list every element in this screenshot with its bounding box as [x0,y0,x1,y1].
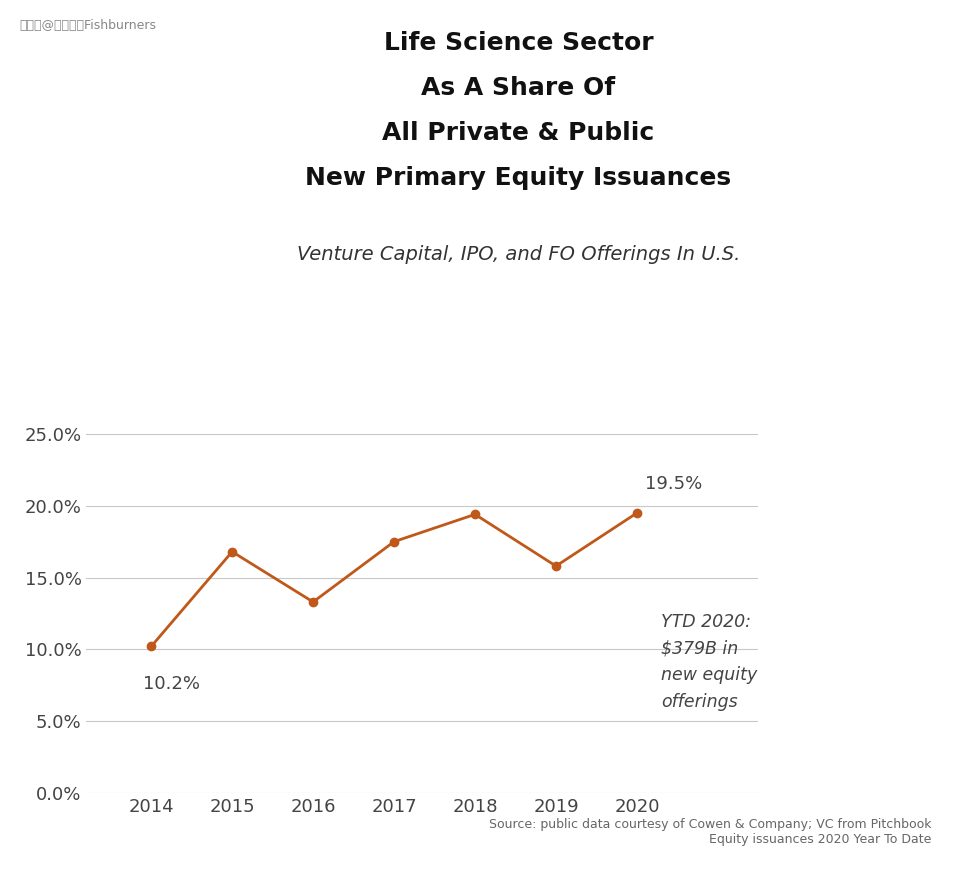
Text: Venture Capital, IPO, and FO Offerings In U.S.: Venture Capital, IPO, and FO Offerings I… [297,245,740,264]
Text: 搜狐号@飞仕伯乐Fishburners: 搜狐号@飞仕伯乐Fishburners [19,19,156,33]
Text: New Primary Equity Issuances: New Primary Equity Issuances [305,166,732,189]
Text: Source: public data courtesy of Cowen & Company; VC from Pitchbook
Equity issuan: Source: public data courtesy of Cowen & … [489,818,931,846]
Text: As A Share Of: As A Share Of [421,76,615,100]
Text: Life Science Sector: Life Science Sector [384,31,653,55]
Text: 19.5%: 19.5% [645,475,703,492]
Text: 10.2%: 10.2% [143,675,200,693]
Text: All Private & Public: All Private & Public [382,121,655,144]
Text: YTD 2020:
$379B in
new equity
offerings: YTD 2020: $379B in new equity offerings [661,613,757,711]
